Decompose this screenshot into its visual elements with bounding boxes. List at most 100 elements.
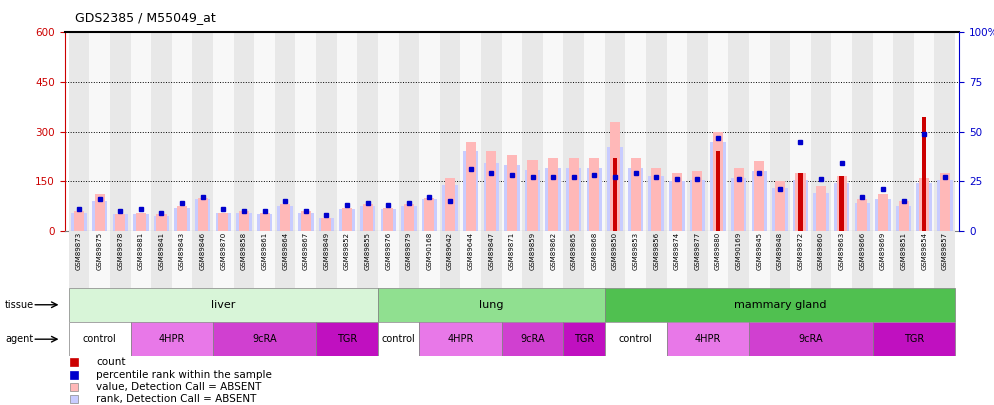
Bar: [772, 188, 787, 231]
Bar: [234, 231, 254, 288]
Bar: [852, 231, 873, 288]
Text: mammary gland: mammary gland: [734, 300, 826, 310]
Text: GSM89849: GSM89849: [323, 232, 329, 270]
Bar: [894, 231, 913, 288]
Bar: [460, 231, 481, 288]
Bar: [130, 32, 151, 231]
Bar: [275, 32, 295, 231]
Text: GSM89841: GSM89841: [158, 232, 164, 270]
Text: GSM89853: GSM89853: [632, 232, 638, 270]
Bar: [337, 231, 357, 288]
Bar: [133, 214, 149, 231]
Bar: [195, 199, 211, 231]
Text: TGR: TGR: [574, 334, 594, 344]
Bar: [419, 32, 439, 231]
Bar: [69, 32, 89, 231]
Bar: [280, 205, 290, 231]
Bar: [604, 322, 667, 356]
Bar: [402, 206, 416, 231]
Text: GSM89851: GSM89851: [901, 232, 907, 270]
Bar: [316, 322, 378, 356]
Bar: [672, 173, 682, 231]
Text: 9cRA: 9cRA: [798, 334, 823, 344]
Text: GSM89845: GSM89845: [756, 232, 762, 270]
Bar: [754, 161, 764, 231]
Bar: [74, 211, 84, 231]
Text: value, Detection Call = ABSENT: value, Detection Call = ABSENT: [95, 382, 261, 392]
Bar: [811, 231, 831, 288]
Bar: [151, 231, 172, 288]
Bar: [439, 231, 460, 288]
Bar: [569, 158, 579, 231]
Bar: [919, 178, 929, 231]
Bar: [729, 231, 748, 288]
Bar: [711, 141, 726, 231]
Text: GSM89843: GSM89843: [179, 232, 185, 270]
Bar: [748, 32, 769, 231]
Text: GSM89873: GSM89873: [76, 232, 83, 270]
Bar: [651, 168, 661, 231]
Bar: [586, 168, 602, 231]
Text: rank, Detection Call = ABSENT: rank, Detection Call = ABSENT: [95, 394, 256, 404]
Bar: [543, 231, 564, 288]
Bar: [481, 32, 502, 231]
Text: GSM89855: GSM89855: [365, 232, 371, 270]
Bar: [399, 231, 419, 288]
Bar: [916, 183, 932, 231]
Bar: [831, 231, 852, 288]
Text: GSM89642: GSM89642: [447, 232, 453, 270]
Text: GSM89856: GSM89856: [653, 232, 659, 270]
Text: GSM89862: GSM89862: [550, 232, 556, 270]
Bar: [852, 32, 873, 231]
Bar: [748, 231, 769, 288]
Bar: [174, 208, 190, 231]
Bar: [421, 199, 437, 231]
Bar: [321, 217, 331, 231]
Bar: [693, 171, 703, 231]
Text: 4HPR: 4HPR: [695, 334, 721, 344]
Text: TGR: TGR: [904, 334, 924, 344]
Text: GSM89861: GSM89861: [261, 232, 267, 270]
Bar: [687, 231, 708, 288]
Text: control: control: [382, 334, 415, 344]
Bar: [91, 201, 107, 231]
Bar: [259, 213, 269, 231]
Bar: [873, 231, 894, 288]
Bar: [193, 231, 213, 288]
Text: GDS2385 / M55049_at: GDS2385 / M55049_at: [75, 11, 216, 24]
Bar: [154, 216, 169, 231]
Bar: [839, 176, 844, 231]
Bar: [589, 158, 599, 231]
Bar: [419, 231, 439, 288]
Bar: [342, 208, 352, 231]
Text: lung: lung: [479, 300, 504, 310]
Text: 9cRA: 9cRA: [252, 334, 277, 344]
Bar: [894, 32, 913, 231]
Bar: [607, 147, 622, 231]
Text: GSM89865: GSM89865: [571, 232, 577, 270]
Bar: [69, 322, 130, 356]
Bar: [837, 176, 847, 231]
Bar: [442, 185, 458, 231]
Bar: [172, 32, 193, 231]
Bar: [646, 32, 667, 231]
Bar: [136, 213, 146, 231]
Bar: [729, 32, 748, 231]
Bar: [319, 217, 334, 231]
Text: GSM89644: GSM89644: [468, 232, 474, 270]
Bar: [378, 322, 419, 356]
Bar: [177, 206, 187, 231]
Text: GSM89881: GSM89881: [138, 232, 144, 270]
Bar: [522, 231, 543, 288]
Text: GSM89877: GSM89877: [695, 232, 701, 270]
Bar: [460, 32, 481, 231]
Bar: [151, 32, 172, 231]
Text: GSM89864: GSM89864: [282, 232, 288, 270]
Text: GSM89848: GSM89848: [777, 232, 783, 270]
Text: GSM89875: GSM89875: [96, 232, 102, 270]
Bar: [69, 231, 89, 288]
Bar: [716, 151, 721, 231]
Bar: [751, 171, 767, 231]
Text: GSM90169: GSM90169: [736, 232, 742, 270]
Bar: [94, 194, 104, 231]
